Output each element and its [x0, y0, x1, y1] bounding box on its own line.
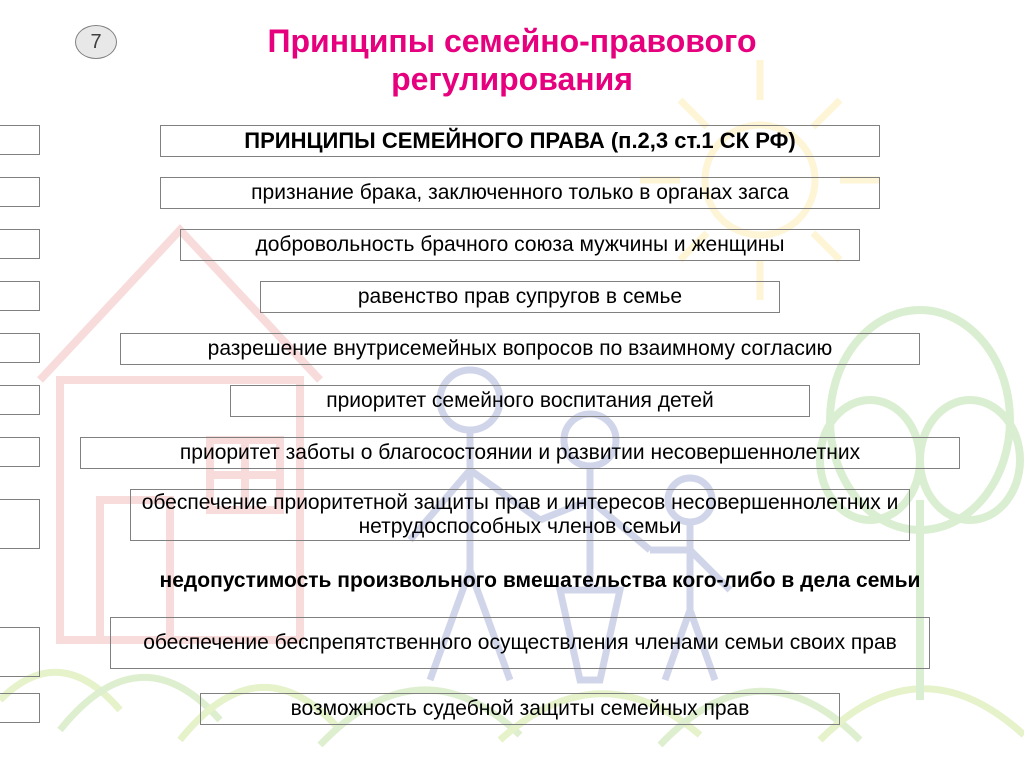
- principles-header-cell: ПРИНЦИПЫ СЕМЕЙНОГО ПРАВА (п.2,3 ст.1 СК …: [160, 125, 880, 157]
- row-stub: [0, 125, 40, 155]
- principle-row: недопустимость произвольного вмешательст…: [0, 565, 1024, 617]
- title-line2: регулирования: [0, 60, 1024, 98]
- principle-row: обеспечение приоритетной защиты прав и и…: [0, 489, 1024, 565]
- principle-row: признание брака, заключенного только в о…: [0, 177, 1024, 229]
- principle-cell: приоритет семейного воспитания детей: [230, 385, 810, 417]
- principle-cell: недопустимость произвольного вмешательст…: [60, 565, 1020, 597]
- principle-cell: признание брака, заключенного только в о…: [160, 177, 880, 209]
- principle-row: ПРИНЦИПЫ СЕМЕЙНОГО ПРАВА (п.2,3 ст.1 СК …: [0, 125, 1024, 177]
- principle-text: равенство прав супругов в семье: [358, 285, 682, 309]
- row-stub: [0, 333, 40, 363]
- principle-row: разрешение внутрисемейных вопросов по вз…: [0, 333, 1024, 385]
- principle-text: добровольность брачного союза мужчины и …: [256, 233, 785, 257]
- principle-row: равенство прав супругов в семье: [0, 281, 1024, 333]
- principle-text: приоритет семейного воспитания детей: [326, 389, 714, 413]
- principle-text: обеспечение приоритетной защиты прав и и…: [139, 491, 901, 539]
- principle-text: недопустимость произвольного вмешательст…: [160, 569, 921, 593]
- row-stub: [0, 437, 40, 467]
- principle-row: обеспечение беспрепятственного осуществл…: [0, 617, 1024, 693]
- title-line1: Принципы семейно-правового: [0, 22, 1024, 60]
- principle-cell: обеспечение приоритетной защиты прав и и…: [130, 489, 910, 541]
- principle-row: возможность судебной защиты семейных пра…: [0, 693, 1024, 745]
- row-stub: [0, 693, 40, 723]
- principle-row: приоритет семейного воспитания детей: [0, 385, 1024, 437]
- principle-text: приоритет заботы о благосостоянии и разв…: [180, 441, 860, 465]
- principle-text: возможность судебной защиты семейных пра…: [291, 697, 750, 721]
- principle-cell: приоритет заботы о благосостоянии и разв…: [80, 437, 960, 469]
- principle-cell: обеспечение беспрепятственного осуществл…: [110, 617, 930, 669]
- principle-cell: разрешение внутрисемейных вопросов по вз…: [120, 333, 920, 365]
- slide-title: Принципы семейно-правового регулирования: [0, 22, 1024, 99]
- principles-list: ПРИНЦИПЫ СЕМЕЙНОГО ПРАВА (п.2,3 ст.1 СК …: [0, 125, 1024, 745]
- principle-text: ПРИНЦИПЫ СЕМЕЙНОГО ПРАВА (п.2,3 ст.1 СК …: [244, 128, 795, 153]
- principle-cell: возможность судебной защиты семейных пра…: [200, 693, 840, 725]
- principle-row: добровольность брачного союза мужчины и …: [0, 229, 1024, 281]
- row-stub: [0, 281, 40, 311]
- principle-cell: равенство прав супругов в семье: [260, 281, 780, 313]
- row-stub: [0, 229, 40, 259]
- row-stub: [0, 177, 40, 207]
- row-stub: [0, 385, 40, 415]
- row-stub: [0, 499, 40, 549]
- row-stub: [0, 627, 40, 677]
- principle-text: обеспечение беспрепятственного осуществл…: [143, 631, 897, 655]
- principle-row: приоритет заботы о благосостоянии и разв…: [0, 437, 1024, 489]
- principle-text: разрешение внутрисемейных вопросов по вз…: [208, 337, 833, 361]
- principle-cell: добровольность брачного союза мужчины и …: [180, 229, 860, 261]
- principle-text: признание брака, заключенного только в о…: [251, 181, 789, 205]
